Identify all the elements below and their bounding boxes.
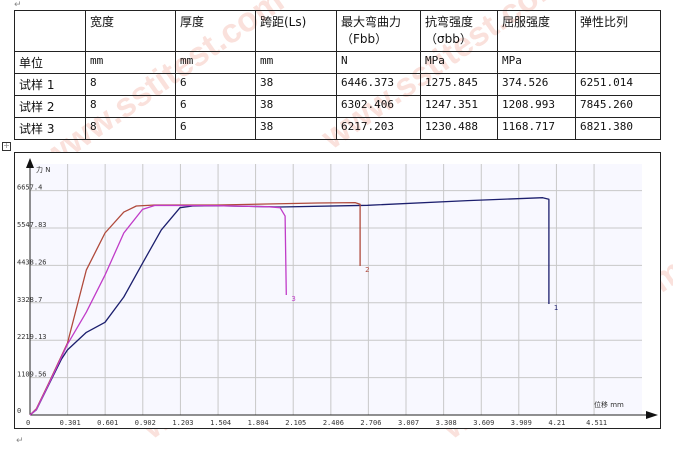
column-header: 跨距(Ls) bbox=[255, 10, 337, 52]
y-tick-label: 0 bbox=[17, 407, 21, 415]
y-tick-label: 2219.13 bbox=[17, 333, 47, 341]
table-cell bbox=[575, 51, 661, 74]
x-tick-label: 0 bbox=[26, 419, 30, 427]
x-tick-label: 0.902 bbox=[135, 419, 156, 427]
x-tick-label: 2.706 bbox=[360, 419, 381, 427]
column-header bbox=[14, 10, 86, 52]
table-cell: N bbox=[336, 51, 421, 74]
table-cell: 1230.488 bbox=[420, 117, 498, 140]
table-cell: mm bbox=[255, 51, 337, 74]
x-tick-label: 1.504 bbox=[210, 419, 231, 427]
x-tick-label: 3.007 bbox=[398, 419, 419, 427]
table-row: 单位 mm mm mm N MPa MPa bbox=[14, 51, 661, 74]
table-cell: 1247.351 bbox=[420, 95, 498, 118]
results-table: 宽度 厚度 跨距(Ls) 最大弯曲力（Fbb） 抗弯强度（σbb） 屈服强度 弹性比列 单位 m… bbox=[14, 10, 661, 140]
x-axis-arrow bbox=[646, 411, 658, 419]
table-cell: 6 bbox=[175, 117, 256, 140]
series-label: 2 bbox=[365, 266, 369, 274]
x-tick-label: 3.308 bbox=[436, 419, 457, 427]
series-label: 3 bbox=[291, 295, 295, 303]
x-tick-label: 2.406 bbox=[323, 419, 344, 427]
table-cell: 6251.014 bbox=[575, 73, 661, 96]
series-1-line bbox=[29, 197, 550, 416]
table-cell: 7845.260 bbox=[575, 95, 661, 118]
table-cell: 单位 bbox=[14, 51, 86, 74]
table-cell: 6 bbox=[175, 95, 256, 118]
table-cell: 38 bbox=[255, 95, 337, 118]
x-tick-label: 4.21 bbox=[548, 419, 565, 427]
table-cell: 6446.373 bbox=[336, 73, 421, 96]
series-label: 1 bbox=[554, 304, 558, 312]
table-cell: 试样 3 bbox=[14, 117, 86, 140]
table-cell: 6821.380 bbox=[575, 117, 661, 140]
table-cell: 8 bbox=[85, 117, 176, 140]
table-cell: 1208.993 bbox=[497, 95, 576, 118]
x-tick-label: 2.105 bbox=[285, 419, 306, 427]
x-tick-label: 0.601 bbox=[97, 419, 118, 427]
column-header: 抗弯强度（σbb） bbox=[420, 10, 498, 52]
x-tick-label: 4.511 bbox=[586, 419, 607, 427]
column-header: 最大弯曲力（Fbb） bbox=[336, 10, 421, 52]
force-displacement-chart: 0 0.301 0.601 0.902 1.203 1.504 1.804 2.105 2.40… bbox=[14, 152, 661, 429]
y-axis-arrow bbox=[26, 158, 34, 168]
column-header: 宽度 bbox=[85, 10, 176, 52]
table-cell: 6 bbox=[175, 73, 256, 96]
table-cell: 38 bbox=[255, 117, 337, 140]
table-cell: 1168.717 bbox=[497, 117, 576, 140]
x-tick-label: 1.203 bbox=[172, 419, 193, 427]
table-row: 试样 1 8 6 38 6446.373 1275.845 374.526 6251.014 bbox=[14, 73, 661, 96]
table-cell: 374.526 bbox=[497, 73, 576, 96]
series-3-line bbox=[29, 204, 287, 416]
y-axis-label: 力 N bbox=[36, 165, 50, 174]
header-row: 宽度 厚度 跨距(Ls) 最大弯曲力（Fbb） 抗弯强度（σbb） 屈服强度 弹性比列 bbox=[14, 10, 661, 52]
table-row: 试样 3 8 6 38 6217.203 1230.488 1168.717 6821.380 bbox=[14, 117, 661, 140]
table-cell: MPa bbox=[420, 51, 498, 74]
table-cell: 8 bbox=[85, 95, 176, 118]
y-tick-label: 5547.83 bbox=[17, 221, 47, 229]
table-cell: 8 bbox=[85, 73, 176, 96]
column-header: 弹性比列 bbox=[575, 10, 661, 52]
table-cell: 试样 1 bbox=[14, 73, 86, 96]
table-cell: 1275.845 bbox=[420, 73, 498, 96]
x-tick-label: 3.609 bbox=[473, 419, 494, 427]
column-header: 厚度 bbox=[175, 10, 256, 52]
table-cell: mm bbox=[175, 51, 256, 74]
table-cell: 6302.406 bbox=[336, 95, 421, 118]
column-header: 屈服强度 bbox=[497, 10, 576, 52]
x-axis-label: 位移 mm bbox=[594, 400, 624, 409]
paragraph-mark: ↵ bbox=[16, 436, 24, 446]
table-cell: 试样 2 bbox=[14, 95, 86, 118]
y-tick-label: 4438.26 bbox=[17, 258, 47, 266]
table-anchor-icon[interactable]: + bbox=[2, 141, 11, 151]
x-tick-label: 3.909 bbox=[511, 419, 532, 427]
paragraph-mark: ↵ bbox=[14, 0, 22, 10]
table-cell: MPa bbox=[497, 51, 576, 74]
table-cell: mm bbox=[85, 51, 176, 74]
y-tick-label: 1109.56 bbox=[17, 371, 47, 379]
table-cell: 6217.203 bbox=[336, 117, 421, 140]
x-tick-label: 1.804 bbox=[248, 419, 269, 427]
table-cell: 38 bbox=[255, 73, 337, 96]
x-tick-label: 0.301 bbox=[60, 419, 81, 427]
table-row: 试样 2 8 6 38 6302.406 1247.351 1208.993 7845.260 bbox=[14, 95, 661, 118]
